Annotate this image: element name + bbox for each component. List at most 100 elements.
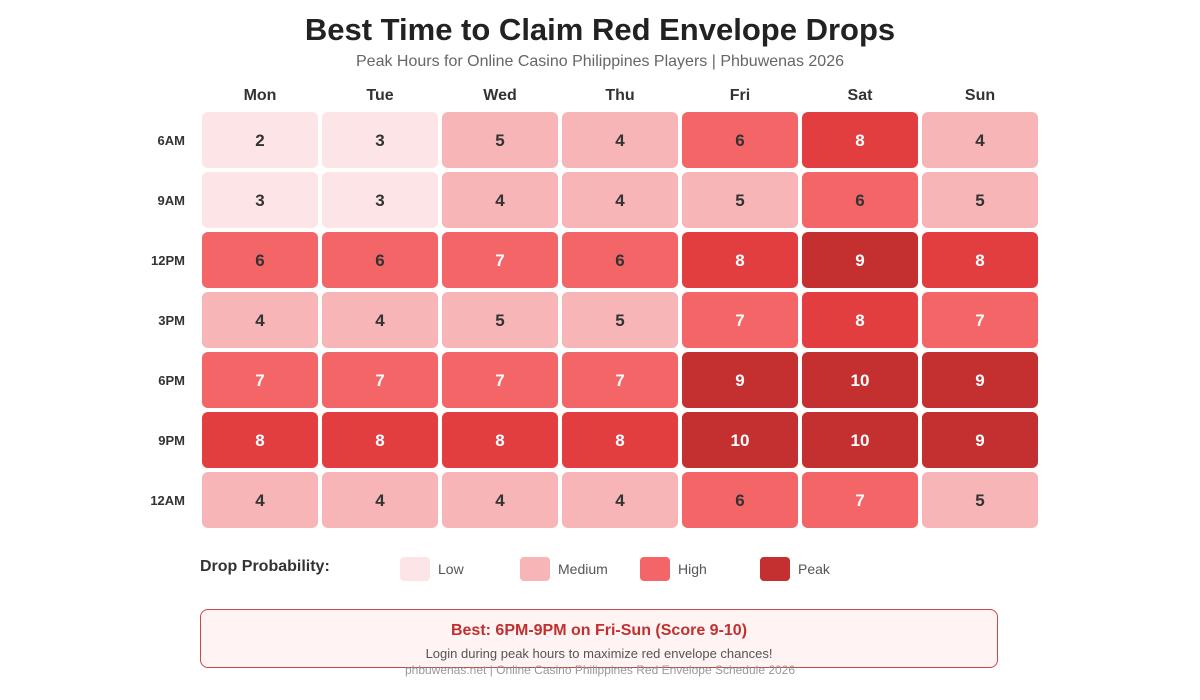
heatmap-cell — [802, 172, 918, 228]
heatmap-cell — [682, 472, 798, 528]
legend-item-medium: Medium — [520, 557, 608, 581]
row-label-9am: 9AM — [158, 193, 185, 208]
heatmap-cell — [802, 112, 918, 168]
heatmap-cell — [202, 292, 318, 348]
cell-value-label: 8 — [375, 431, 384, 450]
cell-value-label: 9 — [975, 371, 984, 390]
row-label-9pm: 9PM — [158, 433, 185, 448]
heatmap-cell — [322, 112, 438, 168]
cell-value-label: 4 — [615, 491, 625, 510]
column-label-sat: Sat — [848, 87, 874, 104]
cell-value-label: 10 — [851, 371, 870, 390]
cell-value-label: 8 — [255, 431, 264, 450]
heatmap-cell — [442, 172, 558, 228]
heatmap-cell — [682, 232, 798, 288]
legend-swatch-low — [400, 557, 430, 581]
legend-label-high: High — [678, 561, 707, 577]
cell-value-label: 4 — [255, 491, 265, 510]
heatmap-cell — [562, 412, 678, 468]
cell-value-label: 4 — [495, 191, 505, 210]
cell-value-label: 6 — [855, 191, 864, 210]
heatmap-cell — [202, 412, 318, 468]
heatmap-cell — [922, 352, 1038, 408]
cell-value-label: 4 — [975, 131, 985, 150]
column-label-mon: Mon — [244, 87, 277, 104]
chart-title: Best Time to Claim Red Envelope Drops — [304, 12, 896, 47]
cell-value-label: 4 — [615, 131, 625, 150]
heatmap-cell — [682, 352, 798, 408]
row-label-12am: 12AM — [150, 493, 185, 508]
heatmap-cell — [802, 352, 918, 408]
cell-value-label: 8 — [735, 251, 744, 270]
cell-value-label: 3 — [255, 191, 264, 210]
heatmap-cell — [442, 412, 558, 468]
cell-value-label: 8 — [495, 431, 504, 450]
heatmap-cell — [682, 412, 798, 468]
legend-label-low: Low — [438, 561, 464, 577]
heatmap-cell — [562, 172, 678, 228]
heatmap-cell — [442, 352, 558, 408]
footer-text: phbuwenas.net | Online Casino Philippine… — [404, 663, 796, 677]
legend-swatch-peak — [760, 557, 790, 581]
legend-swatch-high — [640, 557, 670, 581]
heatmap-cell — [322, 232, 438, 288]
heatmap-cell — [322, 172, 438, 228]
heatmap-cell — [922, 412, 1038, 468]
row-label-6am: 6AM — [158, 133, 185, 148]
heatmap-cell — [322, 472, 438, 528]
heatmap-cell — [922, 232, 1038, 288]
heatmap-cell — [922, 472, 1038, 528]
cell-value-label: 10 — [731, 431, 750, 450]
legend-title: Drop Probability: — [200, 558, 330, 575]
cell-value-label: 5 — [615, 311, 624, 330]
heatmap-cell — [682, 172, 798, 228]
legend-swatch-medium — [520, 557, 550, 581]
cell-value-label: 7 — [255, 371, 264, 390]
legend-item-high: High — [640, 557, 707, 581]
cell-value-label: 9 — [975, 431, 984, 450]
heatmap-cell — [202, 472, 318, 528]
cell-value-label: 7 — [735, 311, 744, 330]
callout-text: Login during peak hours to maximize red … — [425, 646, 773, 661]
legend-item-peak: Peak — [760, 557, 830, 581]
column-label-wed: Wed — [483, 87, 516, 104]
heatmap-cell — [562, 472, 678, 528]
cell-value-label: 6 — [615, 251, 624, 270]
cell-value-label: 3 — [375, 131, 384, 150]
heatmap-cell — [682, 292, 798, 348]
heatmap-cell — [562, 112, 678, 168]
column-label-fri: Fri — [730, 87, 750, 104]
cell-value-label: 4 — [495, 491, 505, 510]
heatmap-cell — [322, 412, 438, 468]
cell-value-label: 9 — [855, 251, 864, 270]
cell-value-label: 6 — [255, 251, 264, 270]
cell-value-label: 2 — [255, 131, 264, 150]
cell-value-label: 6 — [735, 491, 744, 510]
heatmap-cell — [562, 352, 678, 408]
legend-label-medium: Medium — [558, 561, 608, 577]
heatmap-cell — [442, 472, 558, 528]
cell-value-label: 5 — [975, 491, 984, 510]
cell-value-label: 7 — [975, 311, 984, 330]
heatmap-cell — [802, 472, 918, 528]
cell-value-label: 10 — [851, 431, 870, 450]
column-label-thu: Thu — [605, 87, 634, 104]
heatmap-cell — [922, 292, 1038, 348]
heatmap-cell — [202, 352, 318, 408]
heatmap-cell — [802, 232, 918, 288]
column-label-tue: Tue — [366, 87, 393, 104]
cell-value-label: 5 — [495, 311, 504, 330]
cell-value-label: 6 — [735, 131, 744, 150]
cell-value-label: 8 — [975, 251, 984, 270]
heatmap-cell — [562, 292, 678, 348]
heatmap-cell — [802, 412, 918, 468]
cell-value-label: 8 — [855, 311, 864, 330]
row-label-6pm: 6PM — [158, 373, 185, 388]
cell-value-label: 7 — [495, 371, 504, 390]
cell-value-label: 6 — [375, 251, 384, 270]
cell-value-label: 8 — [855, 131, 864, 150]
legend-label-peak: Peak — [798, 561, 830, 577]
chart-subtitle: Peak Hours for Online Casino Philippines… — [356, 53, 844, 70]
heatmap-cell — [442, 292, 558, 348]
cell-value-label: 5 — [975, 191, 984, 210]
